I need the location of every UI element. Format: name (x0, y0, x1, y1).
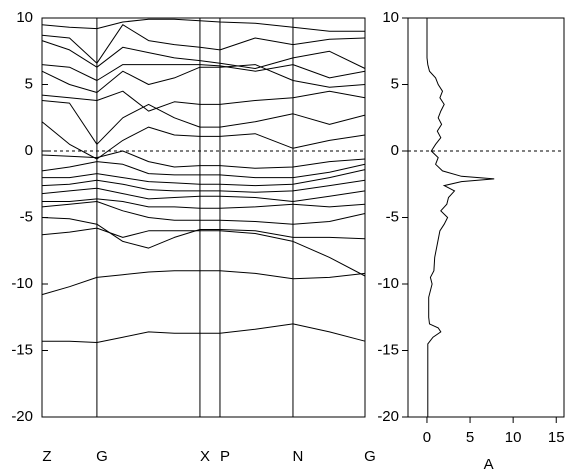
band-line (41, 161, 366, 179)
y-tick-label: 5 (391, 75, 399, 92)
band-line (41, 179, 366, 193)
x-tick-label: 10 (505, 429, 522, 446)
k-point-label: Z (42, 448, 51, 465)
band-line (42, 323, 366, 343)
k-point-label: N (293, 448, 304, 465)
y-tick-label: -20 (377, 408, 399, 425)
k-point-label: P (220, 448, 230, 465)
band-line (41, 201, 366, 225)
k-point-label: G (364, 448, 376, 465)
band-line (41, 64, 366, 81)
band-line (41, 40, 366, 69)
x-tick-label: 15 (548, 429, 565, 446)
k-point-label: G (96, 448, 108, 465)
y-tick-label: 10 (16, 9, 33, 26)
band-line (41, 24, 366, 64)
y-tick-label: -15 (377, 341, 399, 358)
band-line (42, 169, 366, 187)
y-tick-label: 5 (25, 75, 33, 92)
band-line (41, 90, 366, 112)
x-axis-label: A (484, 456, 494, 473)
band-line (41, 150, 366, 169)
k-point-label: X (200, 448, 210, 465)
band-line (41, 100, 366, 145)
y-tick-label: 0 (25, 142, 33, 159)
band-line (41, 187, 366, 202)
x-tick-label: 0 (423, 429, 431, 446)
y-tick-label: 0 (391, 142, 399, 159)
y-tick-label: -10 (377, 275, 399, 292)
y-tick-label: -5 (20, 208, 33, 225)
y-tick-label: -15 (11, 341, 33, 358)
x-tick-label: 5 (466, 429, 474, 446)
band-line (41, 227, 366, 277)
band-line (41, 18, 365, 32)
band-line (41, 270, 366, 296)
band-line (42, 198, 366, 209)
y-tick-label: -10 (11, 275, 33, 292)
y-tick-label: 10 (382, 9, 399, 26)
dos-curve (426, 18, 495, 417)
band-line (41, 64, 366, 93)
y-tick-label: -5 (386, 208, 399, 225)
band-line (41, 217, 366, 249)
y-tick-label: -20 (11, 408, 33, 425)
band-line (41, 121, 366, 160)
